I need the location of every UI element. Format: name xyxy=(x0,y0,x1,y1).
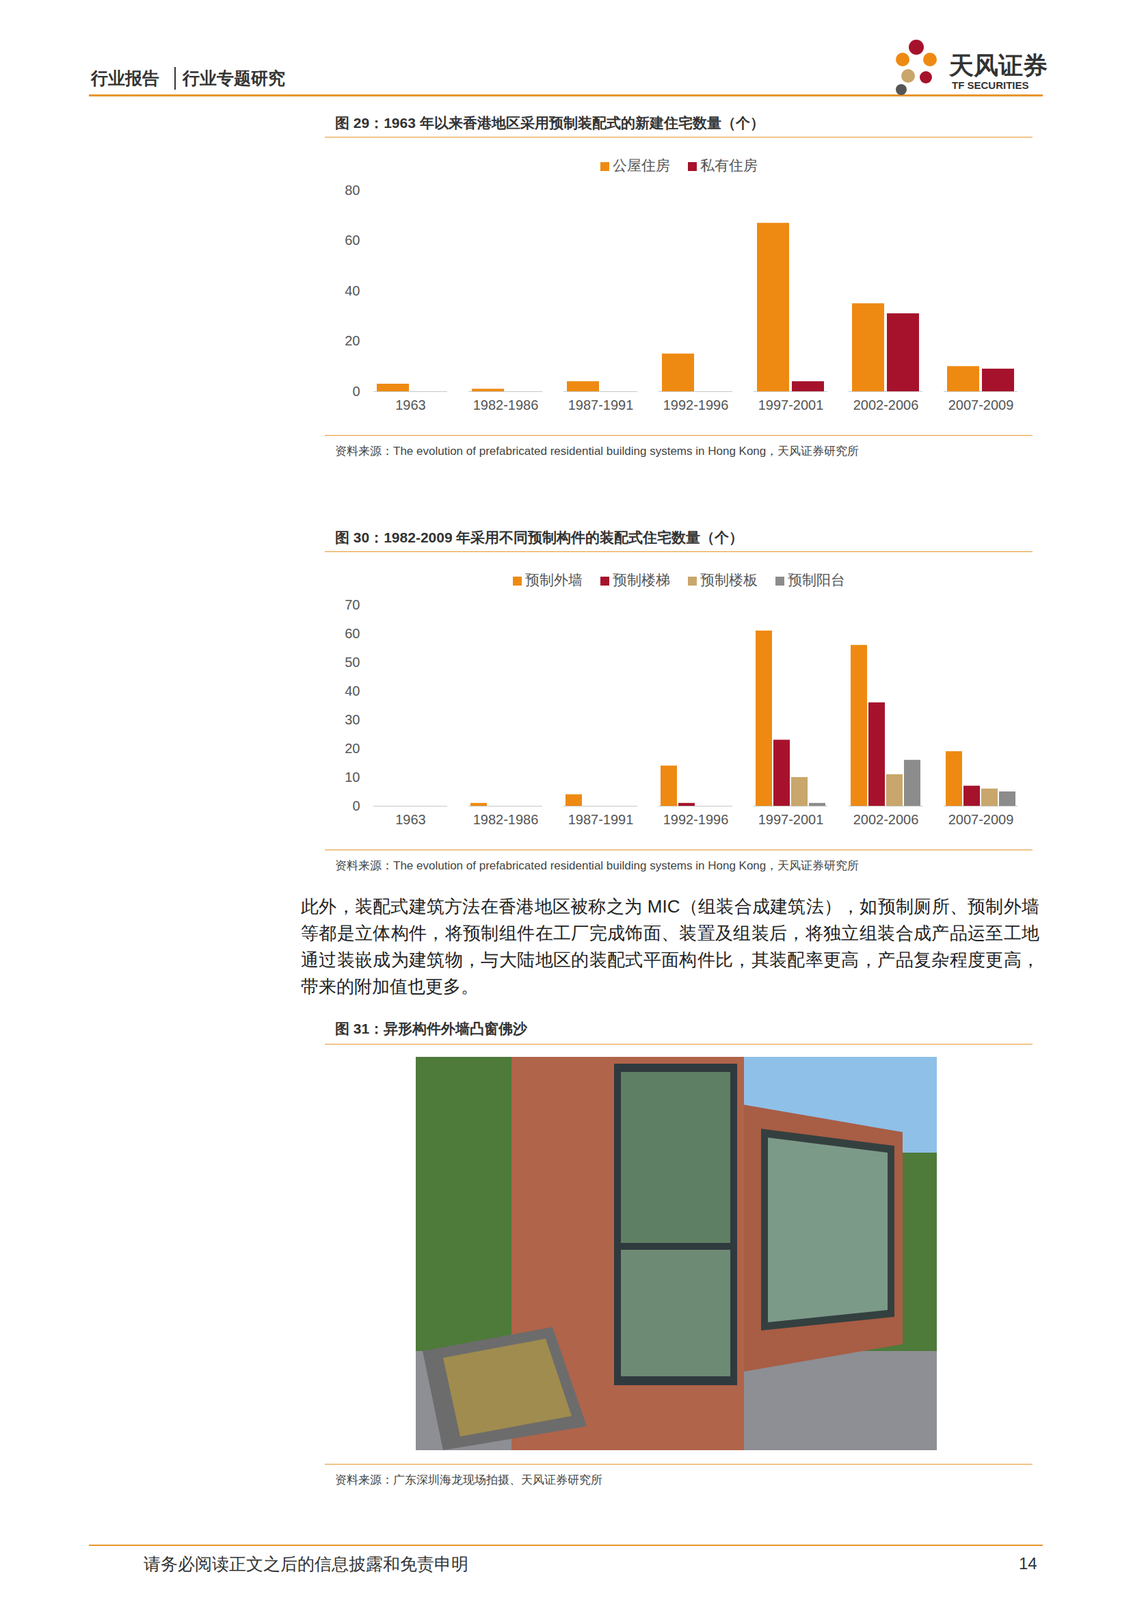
html-text:公屋住房: 公屋住房 xyxy=(612,157,670,174)
html-text:预制楼梯: 预制楼梯 xyxy=(612,571,670,588)
html-text:资料来源：The evolution of prefabri: 资料来源：The evolution of prefabricated resi… xyxy=(335,444,860,458)
svg-text:1982-1986: 1982-1986 xyxy=(473,397,539,413)
svg-text:80: 80 xyxy=(344,182,360,198)
html-text:私有住房: 私有住房 xyxy=(699,157,758,174)
html-text:资料来源：广东深圳海龙现场拍摄、天风证券研究所: 资料来源：广东深圳海龙现场拍摄、天风证券研究所 xyxy=(335,1472,603,1486)
html-text:图 31：异形构件外墙凸窗佛沙: 图 31：异形构件外墙凸窗佛沙 xyxy=(335,1020,528,1036)
html-text:TF SECURITIES: TF SECURITIES xyxy=(951,79,1029,91)
svg-text:20: 20 xyxy=(344,333,360,349)
svg-text:70: 70 xyxy=(344,596,360,612)
svg-text:1963: 1963 xyxy=(395,397,427,413)
html-text:此外，装配式建筑方法在香港地区被称之为 MIC（组装合成建筑: 此外，装配式建筑方法在香港地区被称之为 MIC（组装合成建筑法），如预制厕所、预… xyxy=(300,895,1040,997)
svg-text:0: 0 xyxy=(352,797,360,814)
svg-text:40: 40 xyxy=(344,283,360,299)
html-text:图 30：1982-2009 年采用不同预制构件的装配式住宅: 图 30：1982-2009 年采用不同预制构件的装配式住宅数量（个） xyxy=(335,529,744,545)
svg-text:1982-1986: 1982-1986 xyxy=(473,811,539,827)
html-text:行业报告: 行业报告 xyxy=(90,68,160,88)
svg-text:1992-1996: 1992-1996 xyxy=(663,397,729,413)
svg-text:2002-2006: 2002-2006 xyxy=(853,811,920,827)
svg-text:2007-2009: 2007-2009 xyxy=(948,811,1015,827)
html-text:图 29：1963 年以来香港地区采用预制装配式的新建住宅数: 图 29：1963 年以来香港地区采用预制装配式的新建住宅数量（个） xyxy=(335,114,765,131)
svg-text:1997-2001: 1997-2001 xyxy=(758,397,824,413)
svg-text:20: 20 xyxy=(344,740,360,756)
svg-text:50: 50 xyxy=(344,654,360,670)
html-text:请务必阅读正文之后的信息披露和免责申明: 请务必阅读正文之后的信息披露和免责申明 xyxy=(143,1553,469,1573)
svg-text:2002-2006: 2002-2006 xyxy=(853,397,920,413)
html-text:天风证券: 天风证券 xyxy=(949,51,1048,80)
svg-text:1987-1991: 1987-1991 xyxy=(568,397,634,413)
html-text:预制阳台: 预制阳台 xyxy=(787,571,845,588)
svg-text:1997-2001: 1997-2001 xyxy=(758,811,824,827)
svg-text:40: 40 xyxy=(344,683,360,699)
svg-text:10: 10 xyxy=(344,769,360,785)
html-text:行业专题研究: 行业专题研究 xyxy=(182,68,286,88)
html-text:资料来源：The evolution of prefabri: 资料来源：The evolution of prefabricated resi… xyxy=(335,858,860,872)
html-text:14: 14 xyxy=(1018,1553,1038,1573)
svg-text:2007-2009: 2007-2009 xyxy=(948,397,1015,413)
html-text:预制楼板: 预制楼板 xyxy=(699,571,758,588)
svg-text:30: 30 xyxy=(344,711,360,727)
svg-text:0: 0 xyxy=(352,383,360,399)
svg-text:1987-1991: 1987-1991 xyxy=(568,811,634,827)
svg-text:1963: 1963 xyxy=(395,811,427,827)
svg-text:60: 60 xyxy=(344,625,360,641)
svg-text:1992-1996: 1992-1996 xyxy=(663,811,729,827)
html-text:预制外墙: 预制外墙 xyxy=(524,571,583,588)
svg-text:60: 60 xyxy=(344,232,360,248)
